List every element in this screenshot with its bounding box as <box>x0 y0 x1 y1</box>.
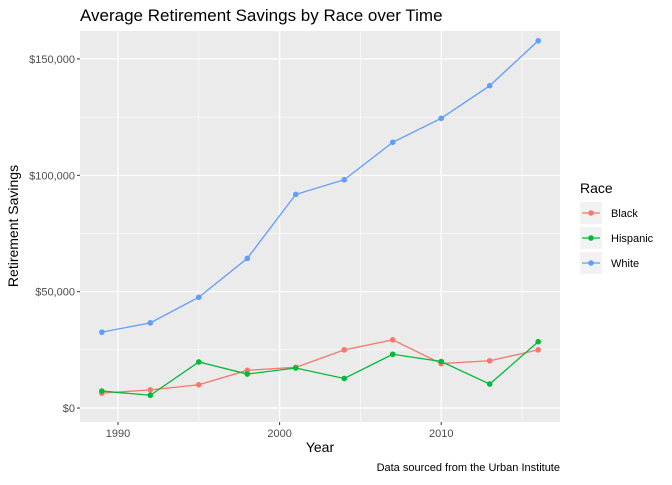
data-point-white <box>438 115 445 122</box>
series-line-black <box>101 339 539 394</box>
y-tick-label: $0 <box>63 403 75 415</box>
data-point-white <box>486 82 493 89</box>
data-point-white <box>244 255 251 262</box>
y-tick-label: $100,000 <box>29 170 75 182</box>
data-point-hispanic <box>99 388 105 394</box>
x-axis-label: Year <box>306 439 335 455</box>
data-point-hispanic <box>341 375 348 382</box>
data-point-hispanic <box>195 359 202 365</box>
data-point-hispanic <box>486 381 493 387</box>
legend-key-point-black <box>588 210 594 216</box>
legend-key-point-hispanic <box>588 235 594 241</box>
data-point-white <box>389 139 396 146</box>
x-tick-label: 2000 <box>267 428 291 440</box>
caption: Data sourced from the Urban Institute <box>377 462 560 474</box>
data-point-white <box>341 176 348 183</box>
series-line-hispanic <box>101 341 539 396</box>
y-tick-label: $150,000 <box>29 54 75 66</box>
data-point-hispanic <box>389 351 396 358</box>
data-point-black <box>389 337 396 343</box>
data-point-hispanic <box>292 365 299 371</box>
data-point-white <box>292 191 299 198</box>
chart-title: Average Retirement Savings by Race over … <box>80 6 443 25</box>
y-axis-label: Retirement Savings <box>5 165 21 287</box>
data-point-hispanic <box>147 392 154 399</box>
data-point-black <box>147 387 154 393</box>
data-point-white <box>535 37 541 44</box>
data-point-white <box>147 320 154 326</box>
series-line-white <box>101 40 539 333</box>
legend-key-point-white <box>588 260 594 266</box>
x-tick-label: 1990 <box>106 428 130 440</box>
data-point-black <box>195 381 202 388</box>
data-point-black <box>341 347 348 353</box>
legend-label-black: Black <box>611 208 638 220</box>
data-point-white <box>195 294 202 301</box>
grid-lines <box>80 31 560 422</box>
x-tick-label: 2010 <box>429 428 453 440</box>
data-point-white <box>99 329 105 335</box>
y-tick-label: $50,000 <box>35 287 75 299</box>
data-point-hispanic <box>438 358 445 365</box>
data-point-hispanic <box>535 338 541 345</box>
data-point-hispanic <box>244 371 251 377</box>
axes: $0 $50,000 $100,000 $150,000 1990 2000 2010 <box>29 54 453 440</box>
legend-title: Race <box>580 180 613 196</box>
data-series <box>99 37 541 399</box>
plot-panel <box>80 31 560 422</box>
data-point-black <box>535 347 541 353</box>
legend-label-white: White <box>611 258 639 270</box>
legend-label-hispanic: Hispanic <box>611 233 654 245</box>
data-point-black <box>486 357 493 364</box>
legend: Race Black Hispanic White <box>580 180 654 274</box>
